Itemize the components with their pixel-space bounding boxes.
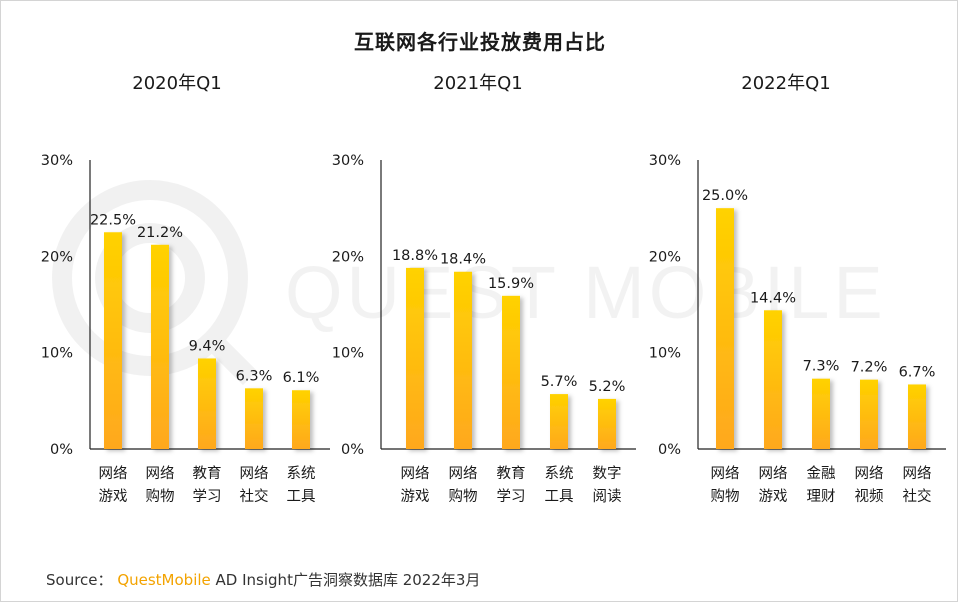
x-category-label: 视频 — [855, 488, 884, 505]
data-label: 6.3% — [236, 368, 273, 384]
data-label: 18.4% — [440, 252, 486, 268]
y-tick-label: 0% — [341, 442, 364, 458]
x-category-label: 金融 — [807, 465, 836, 482]
bar — [502, 295, 520, 449]
y-tick-label: 10% — [649, 346, 681, 362]
data-label: 5.7% — [541, 374, 578, 390]
bar — [245, 388, 263, 449]
x-category-label: 游戏 — [759, 488, 788, 505]
x-category-label: 购物 — [711, 488, 740, 505]
bar — [292, 390, 310, 449]
x-category-label: 网络 — [240, 465, 269, 482]
x-category-label: 教育 — [193, 465, 222, 482]
watermark-text: QUEST MOBILE — [285, 251, 887, 334]
bar — [454, 271, 472, 449]
y-tick-label: 0% — [50, 442, 73, 458]
bar — [812, 378, 830, 449]
data-label: 7.3% — [803, 359, 840, 375]
x-category-label: 数字 — [593, 465, 622, 482]
y-tick-label: 0% — [658, 442, 681, 458]
bar — [716, 208, 734, 449]
x-category-label: 社交 — [240, 487, 269, 505]
x-category-label: 网络 — [401, 465, 430, 482]
bar — [151, 244, 169, 449]
y-tick-label: 10% — [41, 346, 73, 362]
x-category-label: 工具 — [287, 489, 316, 505]
y-tick-label: 30% — [41, 153, 73, 169]
x-category-label: 购物 — [449, 488, 478, 505]
y-tick-label: 30% — [332, 153, 364, 169]
y-tick-label: 10% — [332, 346, 364, 362]
source-note: Source： QuestMobile AD Insight广告洞察数据库 20… — [46, 569, 480, 590]
y-tick-label: 30% — [649, 153, 681, 169]
x-category-label: 网络 — [759, 465, 788, 482]
x-category-label: 网络 — [903, 465, 932, 482]
watermark-logo-icon — [52, 180, 258, 386]
main-title: 互联网各行业投放费用占比 — [354, 30, 606, 54]
data-label: 15.9% — [488, 276, 534, 292]
data-label: 21.2% — [137, 225, 183, 241]
data-label: 5.2% — [589, 379, 626, 395]
bar — [406, 267, 424, 449]
chart-title: 2022年Q1 — [741, 73, 830, 94]
bar — [764, 310, 782, 449]
data-label: 6.7% — [899, 364, 936, 380]
bar — [860, 379, 878, 449]
data-label: 6.1% — [283, 370, 320, 386]
x-category-label: 购物 — [146, 488, 175, 505]
chart-title: 2020年Q1 — [132, 73, 221, 94]
x-category-label: 游戏 — [99, 488, 128, 505]
data-label: 25.0% — [702, 188, 748, 204]
x-category-label: 工具 — [545, 489, 574, 505]
x-category-label: 学习 — [193, 488, 222, 505]
bar — [908, 384, 926, 449]
x-category-label: 社交 — [903, 487, 932, 505]
bar — [598, 398, 616, 449]
bar — [104, 232, 122, 449]
x-category-label: 系统 — [287, 465, 316, 482]
chart-title: 2021年Q1 — [433, 73, 522, 94]
data-label: 14.4% — [750, 290, 796, 306]
x-category-label: 网络 — [99, 465, 128, 482]
y-tick-label: 20% — [332, 249, 364, 265]
data-label: 18.8% — [392, 248, 438, 264]
x-category-label: 网络 — [146, 465, 175, 482]
y-tick-label: 20% — [41, 249, 73, 265]
x-category-label: 网络 — [855, 465, 884, 482]
x-category-label: 教育 — [497, 465, 526, 482]
bar — [550, 394, 568, 449]
data-label: 7.2% — [851, 360, 888, 376]
x-category-label: 系统 — [545, 465, 574, 482]
x-category-label: 网络 — [449, 465, 478, 482]
x-category-label: 阅读 — [593, 488, 622, 505]
bar — [198, 358, 216, 449]
data-label: 9.4% — [189, 338, 226, 354]
x-category-label: 学习 — [497, 488, 526, 505]
x-category-label: 网络 — [711, 465, 740, 482]
y-tick-label: 20% — [649, 249, 681, 265]
source-text: AD Insight广告洞察数据库 2022年3月 — [215, 571, 481, 589]
source-prefix: Source： — [46, 571, 113, 589]
x-category-label: 理财 — [807, 488, 836, 505]
x-category-label: 游戏 — [401, 488, 430, 505]
data-label: 22.5% — [90, 212, 136, 228]
source-brand: QuestMobile — [117, 571, 211, 589]
